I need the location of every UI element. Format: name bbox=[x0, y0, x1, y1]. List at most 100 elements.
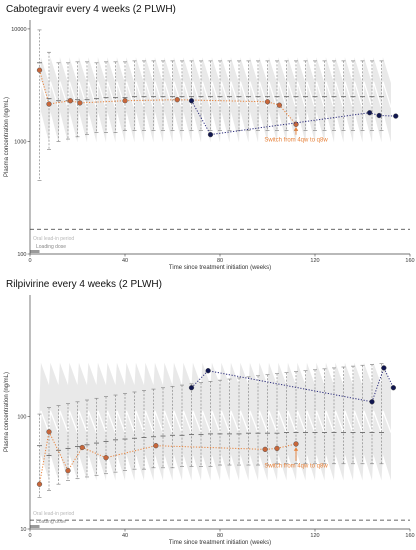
data-point bbox=[153, 443, 159, 449]
y-tick-label: 1000 bbox=[14, 139, 26, 145]
x-tick-label: 160 bbox=[405, 258, 414, 264]
data-point bbox=[369, 399, 375, 405]
observed-interval bbox=[170, 386, 175, 469]
oral-lead-in-label: Oral lead-in period bbox=[33, 511, 74, 517]
observed-interval bbox=[350, 60, 356, 131]
x-tick-label: 40 bbox=[122, 258, 128, 264]
observed-interval bbox=[122, 393, 128, 471]
observed-interval bbox=[84, 399, 90, 478]
observed-interval bbox=[151, 388, 156, 469]
observed-interval bbox=[312, 369, 318, 465]
x-tick-label: 0 bbox=[28, 533, 31, 539]
observed-interval bbox=[160, 387, 166, 469]
observed-interval bbox=[94, 397, 99, 476]
observed-interval bbox=[103, 61, 109, 133]
observed-interval bbox=[160, 60, 166, 131]
data-point bbox=[390, 385, 397, 391]
observed-interval bbox=[303, 60, 308, 131]
observed-interval bbox=[265, 60, 270, 131]
annotation-arrowhead bbox=[293, 127, 299, 131]
observed-interval bbox=[65, 403, 71, 481]
x-tick-label: 40 bbox=[122, 533, 128, 539]
data-point bbox=[36, 481, 43, 487]
cabotegravir-chart: Oral lead-in period Loading dose Switch fr… bbox=[4, 20, 415, 271]
observed-interval bbox=[94, 62, 99, 133]
series-1 bbox=[36, 429, 299, 487]
observed-interval bbox=[179, 60, 185, 131]
observed-interval bbox=[246, 376, 251, 466]
x-tick-label: 80 bbox=[217, 533, 223, 539]
observed-interval bbox=[113, 61, 118, 133]
observed-interval bbox=[341, 60, 346, 131]
data-point bbox=[36, 67, 43, 73]
observed-interval bbox=[198, 382, 204, 467]
data-point bbox=[188, 385, 195, 391]
oral-lead-in-bar bbox=[30, 525, 40, 528]
data-point bbox=[376, 112, 382, 119]
observed-interval bbox=[208, 60, 213, 131]
observed-interval bbox=[56, 405, 61, 485]
simulated-band bbox=[39, 362, 391, 498]
observed-interval bbox=[37, 29, 42, 181]
observed-interval bbox=[312, 60, 318, 131]
y-tick-label: 10 bbox=[20, 527, 26, 533]
series-1 bbox=[36, 67, 299, 127]
y-tick-label: 10000 bbox=[11, 27, 26, 33]
observed-interval bbox=[170, 60, 175, 131]
x-tick-label: 120 bbox=[310, 533, 319, 539]
loading-dose-label: Loading dose bbox=[36, 244, 66, 250]
data-point bbox=[174, 97, 180, 103]
x-tick-label: 0 bbox=[28, 258, 31, 264]
series-2 bbox=[188, 365, 397, 405]
annotation-arrowhead bbox=[293, 447, 299, 451]
observed-interval bbox=[379, 363, 384, 465]
y-axis-label: Plasma concentration (ng/mL) bbox=[4, 372, 10, 452]
observed-interval bbox=[331, 60, 337, 131]
annotation-text: Switch from 4qw to q8w bbox=[264, 138, 328, 144]
loading-dose-label: Loading dose bbox=[36, 519, 66, 525]
series-line bbox=[39, 70, 297, 125]
data-point bbox=[46, 429, 52, 435]
observed-interval bbox=[303, 370, 308, 465]
observed-interval bbox=[151, 60, 156, 131]
oral-lead-in-label: Oral lead-in period bbox=[33, 236, 74, 242]
data-point bbox=[207, 131, 214, 138]
observed-interval bbox=[369, 364, 375, 465]
simulated-median-line bbox=[38, 410, 392, 450]
observed-interval bbox=[341, 366, 346, 465]
observed-interval bbox=[255, 60, 261, 131]
observed-interval bbox=[360, 364, 365, 465]
data-point bbox=[79, 444, 85, 451]
chart-title: Cabotegravir every 4 weeks (2 PLWH) bbox=[6, 4, 176, 15]
x-tick-label: 120 bbox=[310, 258, 319, 264]
annotation-text: Switch from 4qw to q8w bbox=[264, 464, 328, 470]
data-point bbox=[77, 100, 83, 106]
observed-interval bbox=[217, 60, 223, 131]
observed-interval bbox=[236, 377, 242, 466]
observed-interval bbox=[331, 367, 337, 465]
observed-interval bbox=[122, 61, 128, 131]
data-point bbox=[366, 110, 373, 116]
observed-interval bbox=[246, 60, 251, 131]
series-2 bbox=[188, 98, 399, 138]
observed-interval bbox=[189, 383, 194, 467]
data-point bbox=[264, 99, 271, 105]
data-point bbox=[262, 446, 268, 453]
observed-interval bbox=[103, 396, 109, 475]
y-tick-label: 100 bbox=[17, 252, 26, 258]
observed-interval bbox=[132, 60, 137, 131]
observed-interval bbox=[360, 60, 365, 131]
data-point bbox=[65, 467, 71, 474]
observed-interval bbox=[75, 61, 80, 138]
data-point bbox=[188, 98, 195, 104]
rilpivirine-panel: Rilpivirine every 4 weeks (2 PLWH) Oral … bbox=[0, 275, 416, 550]
cabotegravir-panel: Cabotegravir every 4 weeks (2 PLWH) Oral… bbox=[4, 4, 415, 271]
observed-interval bbox=[284, 372, 289, 465]
simulated-band bbox=[39, 57, 391, 160]
observed-interval bbox=[46, 51, 52, 150]
y-axis-label: Plasma concentration (ng/mL) bbox=[4, 97, 10, 177]
observed-interval bbox=[322, 368, 327, 465]
observed-interval bbox=[56, 62, 61, 142]
x-axis-label: Time since treatment initiation (weeks) bbox=[169, 265, 271, 271]
data-point bbox=[381, 365, 387, 371]
